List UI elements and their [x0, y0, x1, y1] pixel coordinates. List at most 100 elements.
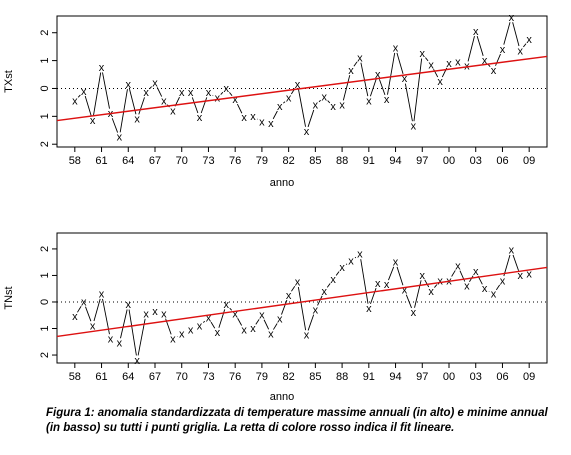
data-point-marker: x [526, 34, 532, 46]
y-tick-label: 2 [39, 246, 51, 252]
data-point-marker: x [170, 105, 176, 117]
data-point-marker: x [322, 91, 328, 103]
data-point-marker: x [206, 87, 212, 99]
data-point-marker: x [500, 275, 506, 287]
data-point-marker: x [295, 277, 301, 289]
series-segment [200, 97, 208, 114]
x-tick-label: 76 [229, 155, 241, 167]
x-tick-label: 00 [443, 155, 455, 167]
series-segment [229, 92, 233, 96]
data-point-marker: x [393, 43, 399, 55]
data-point-marker: x [134, 355, 140, 367]
data-point-marker: x [250, 323, 256, 335]
data-point-marker: x [304, 330, 310, 342]
series-segment [191, 97, 199, 114]
x-tick-label: 06 [496, 155, 508, 167]
y-tick-label: 2 [39, 352, 51, 358]
data-point-marker: x [90, 320, 96, 332]
data-point-marker: x [375, 69, 381, 81]
data-point-marker: x [322, 286, 328, 298]
data-point-marker: x [357, 249, 363, 261]
data-point-marker: x [241, 324, 247, 336]
series-segment [396, 266, 404, 286]
panel-top: 2 1 0 1 2 58 61 64 67 70 73 76 79 82 85 88 91 94 97 00 03 06 0… [3, 12, 548, 189]
series-segment [84, 95, 92, 116]
data-point-marker: x [179, 328, 185, 340]
data-point-marker: x [402, 285, 408, 297]
series-segment [298, 89, 306, 127]
data-point-marker: x [286, 290, 292, 302]
data-point-marker: x [72, 96, 78, 108]
series-segment [102, 298, 110, 335]
x-tick-label: 03 [470, 371, 482, 383]
data-point-marker: x [143, 308, 149, 320]
data-point-marker: x [420, 270, 426, 282]
series-segment [326, 283, 331, 288]
y-tick-label: 2 [39, 141, 51, 147]
x-tick-label: 58 [69, 371, 81, 383]
data-point-marker: x [206, 312, 212, 324]
data-point-marker: x [286, 93, 292, 105]
data-point-marker: x [134, 114, 140, 126]
series-segment [283, 101, 286, 104]
x-tick-label: 00 [443, 371, 455, 383]
data-point-marker: x [152, 306, 158, 318]
x-tick-label: 88 [336, 155, 348, 167]
x-tick-label: 85 [309, 155, 321, 167]
series-segment [370, 287, 377, 305]
data-point-marker: x [473, 26, 479, 38]
x-tick-label: 70 [176, 155, 188, 167]
data-point-marker: x [384, 94, 390, 106]
data-point-marker: x [518, 45, 524, 57]
data-point-marker: x [259, 310, 265, 322]
series-segment [119, 89, 128, 133]
chart-area: 2 1 0 1 2 58 61 64 67 70 73 76 79 82 85 88 91 94 97 00 03 06 0… [3, 12, 548, 400]
data-point-marker: x [143, 87, 149, 99]
data-point-marker: x [500, 44, 506, 56]
series-segment [291, 285, 296, 292]
x-tick-label: 97 [416, 155, 428, 167]
data-point-marker: x [170, 334, 176, 346]
data-point-marker: x [295, 79, 301, 91]
data-point-marker: x [313, 304, 319, 316]
series-segment [424, 279, 430, 288]
data-point-marker: x [366, 303, 372, 315]
x-tick-label: 94 [389, 371, 401, 383]
series-segment [237, 318, 243, 326]
series-segment [263, 319, 270, 330]
data-point-marker: x [330, 274, 336, 286]
series-segment [503, 254, 511, 277]
series-segment [345, 263, 348, 265]
series-segment [307, 314, 315, 331]
series-segment [342, 75, 351, 101]
plot-frame [56, 15, 548, 148]
x-tick-label: 76 [229, 371, 241, 383]
data-point-marker: x [428, 286, 434, 298]
x-axis-title: anno [270, 391, 294, 400]
x-axis-title: anno [270, 177, 294, 189]
y-tick-label: 1 [39, 272, 51, 278]
series-segment [111, 118, 119, 133]
data-point-marker: x [250, 111, 256, 123]
x-tick-label: 91 [363, 155, 375, 167]
x-tick-label: 79 [256, 371, 268, 383]
data-point-marker: x [482, 55, 488, 67]
data-point-marker: x [526, 269, 532, 281]
data-point-marker: x [393, 257, 399, 269]
data-point-marker: x [197, 320, 203, 332]
x-tick-label: 88 [336, 371, 348, 383]
y-axis-title: TXst [3, 70, 15, 93]
data-point-marker: x [509, 245, 515, 257]
x-tick-label: 61 [95, 371, 107, 383]
x-tick-label: 85 [309, 371, 321, 383]
series-segment [354, 256, 357, 259]
data-point-marker: x [224, 299, 230, 311]
series-segment [413, 58, 423, 122]
x-tick-label: 70 [176, 371, 188, 383]
x-tick-label: 64 [122, 155, 134, 167]
data-point-marker: x [232, 94, 238, 106]
data-point-marker: x [348, 65, 354, 77]
data-point-marker: x [482, 283, 488, 295]
data-point-marker: x [411, 307, 417, 319]
data-point-marker: x [241, 112, 247, 124]
